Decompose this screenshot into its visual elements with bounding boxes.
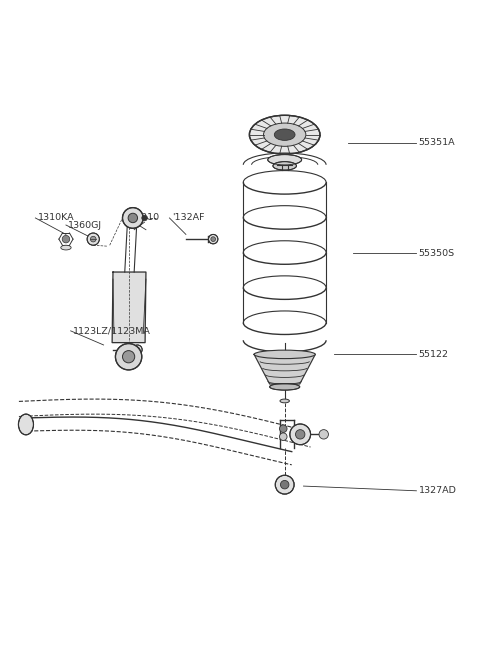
- Ellipse shape: [280, 399, 289, 403]
- Circle shape: [122, 351, 135, 363]
- Ellipse shape: [250, 115, 320, 154]
- Circle shape: [211, 237, 216, 242]
- Circle shape: [319, 430, 328, 439]
- Polygon shape: [112, 272, 146, 342]
- Circle shape: [115, 344, 142, 370]
- Text: '132AF: '132AF: [172, 214, 204, 223]
- Circle shape: [142, 215, 147, 221]
- Ellipse shape: [264, 123, 306, 147]
- Circle shape: [87, 233, 99, 245]
- Circle shape: [208, 235, 218, 244]
- Polygon shape: [254, 354, 315, 384]
- Text: 55122: 55122: [419, 350, 449, 359]
- Circle shape: [280, 480, 289, 489]
- Circle shape: [128, 214, 138, 223]
- Circle shape: [279, 425, 287, 432]
- Text: 1360GJ: 1360GJ: [68, 221, 102, 229]
- Circle shape: [90, 237, 96, 242]
- Circle shape: [290, 424, 311, 445]
- Text: 55350S: 55350S: [419, 249, 455, 258]
- Circle shape: [296, 430, 305, 439]
- Ellipse shape: [270, 384, 300, 390]
- Text: 1310KA: 1310KA: [38, 214, 74, 223]
- Ellipse shape: [61, 245, 71, 250]
- Ellipse shape: [275, 129, 295, 141]
- Ellipse shape: [254, 350, 315, 359]
- Text: 1327AD: 1327AD: [419, 486, 456, 495]
- Text: 1123LZ/1123MA: 1123LZ/1123MA: [73, 327, 151, 335]
- Circle shape: [133, 345, 142, 354]
- Circle shape: [275, 475, 294, 494]
- Ellipse shape: [273, 162, 297, 170]
- Circle shape: [135, 348, 140, 352]
- Ellipse shape: [18, 414, 34, 435]
- Text: 55310: 55310: [130, 214, 159, 223]
- Circle shape: [62, 235, 70, 243]
- Circle shape: [279, 433, 287, 440]
- Text: 55351A: 55351A: [419, 138, 456, 147]
- Circle shape: [122, 208, 143, 228]
- Ellipse shape: [268, 154, 301, 165]
